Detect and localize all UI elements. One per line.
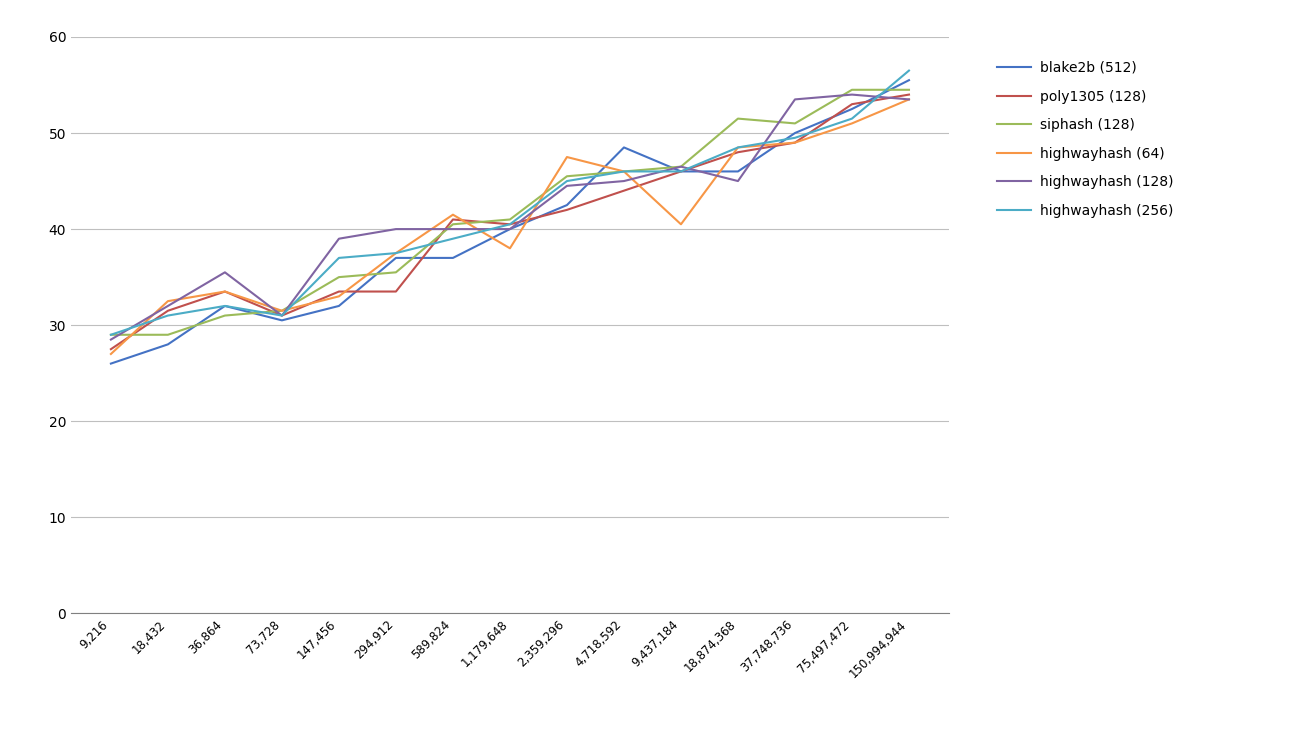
poly1305 (128) <box>673 167 688 176</box>
siphash (128) <box>502 215 518 224</box>
poly1305 (128) <box>332 287 347 296</box>
blake2b (512) <box>901 75 917 84</box>
highwayhash (128) <box>332 234 347 243</box>
Line: highwayhash (128): highwayhash (128) <box>111 95 909 339</box>
highwayhash (256) <box>389 248 404 257</box>
poly1305 (128) <box>274 311 289 320</box>
highwayhash (128) <box>616 177 631 185</box>
highwayhash (128) <box>274 311 289 320</box>
highwayhash (64) <box>616 167 631 176</box>
highwayhash (256) <box>901 66 917 75</box>
highwayhash (64) <box>844 119 860 128</box>
highwayhash (256) <box>103 330 119 339</box>
poly1305 (128) <box>844 100 860 109</box>
highwayhash (64) <box>445 210 461 219</box>
highwayhash (128) <box>788 95 803 103</box>
poly1305 (128) <box>788 138 803 147</box>
highwayhash (64) <box>217 287 232 296</box>
highwayhash (128) <box>160 302 176 310</box>
siphash (128) <box>217 311 232 320</box>
Line: blake2b (512): blake2b (512) <box>111 80 909 364</box>
siphash (128) <box>389 268 404 276</box>
highwayhash (128) <box>901 95 917 103</box>
highwayhash (128) <box>731 177 746 185</box>
highwayhash (256) <box>616 167 631 176</box>
highwayhash (256) <box>844 114 860 123</box>
siphash (128) <box>103 330 119 339</box>
highwayhash (64) <box>103 350 119 358</box>
poly1305 (128) <box>502 219 518 228</box>
highwayhash (64) <box>673 219 688 228</box>
blake2b (512) <box>559 200 574 209</box>
highwayhash (256) <box>445 234 461 243</box>
siphash (128) <box>673 162 688 171</box>
blake2b (512) <box>788 129 803 137</box>
blake2b (512) <box>445 253 461 262</box>
blake2b (512) <box>103 359 119 368</box>
highwayhash (256) <box>788 133 803 142</box>
highwayhash (256) <box>673 167 688 176</box>
highwayhash (64) <box>559 152 574 161</box>
siphash (128) <box>445 219 461 228</box>
blake2b (512) <box>673 167 688 176</box>
highwayhash (64) <box>274 306 289 315</box>
highwayhash (256) <box>160 311 176 320</box>
Line: highwayhash (256): highwayhash (256) <box>111 70 909 335</box>
highwayhash (256) <box>217 302 232 310</box>
blake2b (512) <box>332 302 347 310</box>
poly1305 (128) <box>901 90 917 99</box>
poly1305 (128) <box>389 287 404 296</box>
blake2b (512) <box>160 340 176 349</box>
poly1305 (128) <box>616 186 631 195</box>
poly1305 (128) <box>731 148 746 157</box>
highwayhash (128) <box>445 225 461 234</box>
highwayhash (128) <box>502 225 518 234</box>
blake2b (512) <box>274 316 289 324</box>
poly1305 (128) <box>217 287 232 296</box>
siphash (128) <box>332 273 347 282</box>
blake2b (512) <box>844 104 860 113</box>
highwayhash (256) <box>274 311 289 320</box>
Line: siphash (128): siphash (128) <box>111 89 909 335</box>
blake2b (512) <box>502 225 518 234</box>
Legend: blake2b (512), poly1305 (128), siphash (128), highwayhash (64), highwayhash (128: blake2b (512), poly1305 (128), siphash (… <box>991 55 1179 223</box>
highwayhash (64) <box>901 95 917 103</box>
highwayhash (128) <box>389 225 404 234</box>
highwayhash (128) <box>559 181 574 190</box>
highwayhash (64) <box>332 292 347 301</box>
Line: poly1305 (128): poly1305 (128) <box>111 95 909 349</box>
highwayhash (64) <box>160 296 176 306</box>
highwayhash (128) <box>217 268 232 276</box>
blake2b (512) <box>616 143 631 151</box>
poly1305 (128) <box>160 306 176 315</box>
highwayhash (128) <box>844 90 860 99</box>
poly1305 (128) <box>445 215 461 224</box>
highwayhash (256) <box>731 143 746 151</box>
highwayhash (128) <box>673 162 688 171</box>
highwayhash (64) <box>389 248 404 257</box>
poly1305 (128) <box>103 344 119 353</box>
poly1305 (128) <box>559 205 574 214</box>
siphash (128) <box>616 167 631 176</box>
siphash (128) <box>901 85 917 94</box>
highwayhash (256) <box>502 219 518 228</box>
blake2b (512) <box>389 253 404 262</box>
highwayhash (256) <box>332 253 347 262</box>
Line: highwayhash (64): highwayhash (64) <box>111 99 909 354</box>
siphash (128) <box>274 306 289 315</box>
siphash (128) <box>559 171 574 180</box>
blake2b (512) <box>731 167 746 176</box>
highwayhash (256) <box>559 177 574 185</box>
siphash (128) <box>844 85 860 94</box>
siphash (128) <box>788 119 803 128</box>
siphash (128) <box>160 330 176 339</box>
highwayhash (64) <box>502 244 518 253</box>
highwayhash (64) <box>788 138 803 147</box>
highwayhash (128) <box>103 335 119 344</box>
siphash (128) <box>731 114 746 123</box>
highwayhash (64) <box>731 143 746 151</box>
blake2b (512) <box>217 302 232 310</box>
